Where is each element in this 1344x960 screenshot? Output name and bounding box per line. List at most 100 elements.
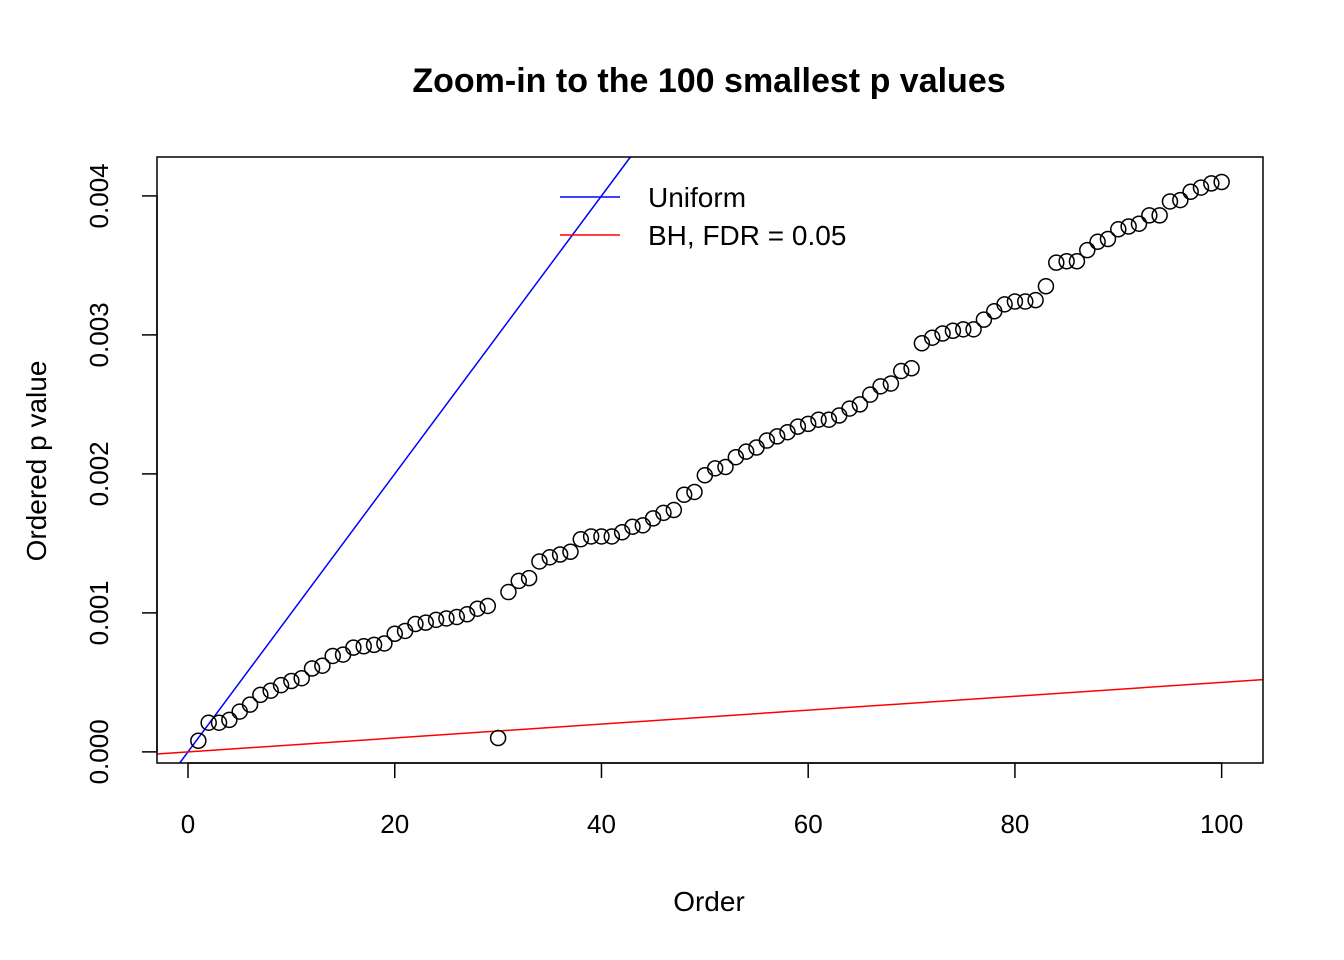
plot-lines	[156, 156, 1264, 764]
data-point	[737, 443, 755, 460]
x-tick-label: 40	[587, 809, 616, 839]
data-point	[469, 600, 486, 617]
data-point	[923, 329, 941, 346]
data-point	[996, 296, 1013, 313]
data-point	[458, 606, 476, 623]
data-point	[252, 686, 269, 704]
y-tick-label: 0.002	[84, 441, 114, 506]
legend: Uniform BH, FDR = 0.05	[560, 182, 846, 251]
data-point	[593, 528, 610, 545]
data-point	[541, 549, 559, 566]
data-point	[675, 486, 693, 503]
data-point	[872, 378, 889, 395]
data-point	[324, 647, 341, 665]
data-point	[1089, 233, 1106, 251]
line-bh-fdr-0-05	[156, 678, 1264, 755]
data-point	[520, 569, 538, 587]
data-point	[334, 646, 352, 663]
data-point	[510, 572, 528, 590]
data-point	[582, 528, 600, 545]
data-point	[562, 543, 579, 560]
data-point	[531, 553, 548, 570]
data-point	[975, 311, 993, 328]
x-tick-label: 100	[1200, 809, 1243, 839]
data-point	[603, 528, 621, 545]
data-point	[376, 635, 393, 652]
data-point	[365, 636, 383, 654]
data-point	[882, 375, 900, 392]
data-point	[1006, 293, 1024, 310]
data-point	[1017, 293, 1034, 310]
data-point	[986, 303, 1003, 320]
data-point	[551, 546, 569, 563]
data-point	[489, 729, 507, 747]
plot-points	[190, 173, 1230, 750]
data-point	[1110, 221, 1127, 238]
data-point	[303, 660, 321, 677]
data-point	[841, 400, 858, 417]
legend-label-bh: BH, FDR = 0.05	[648, 220, 846, 251]
x-tick-label: 0	[181, 809, 195, 839]
data-point	[272, 676, 290, 694]
data-point	[1099, 230, 1117, 248]
data-point	[913, 334, 931, 352]
data-point	[1151, 207, 1168, 224]
data-point	[396, 622, 414, 640]
data-point	[427, 611, 445, 629]
data-point	[1161, 193, 1179, 210]
data-point	[1120, 218, 1137, 235]
x-axis-label: Order	[673, 886, 745, 917]
data-point	[283, 672, 300, 690]
data-point	[892, 362, 910, 380]
data-point	[210, 714, 228, 731]
data-point	[1172, 191, 1189, 209]
data-point	[954, 321, 972, 338]
data-point	[861, 386, 879, 403]
data-point	[903, 360, 920, 377]
data-point	[613, 524, 631, 541]
data-point	[799, 415, 817, 433]
data-point	[944, 322, 962, 339]
data-point	[500, 583, 517, 601]
chart-title: Zoom-in to the 100 smallest p values	[412, 62, 1005, 100]
line-uniform	[179, 156, 632, 764]
data-point	[830, 407, 848, 424]
data-point	[779, 423, 796, 441]
data-point	[355, 637, 372, 655]
data-point	[1068, 252, 1086, 270]
data-point	[665, 501, 683, 519]
data-point	[1048, 254, 1065, 271]
data-point	[851, 396, 869, 413]
x-tick-label: 80	[1000, 809, 1029, 839]
data-point	[1203, 175, 1220, 192]
x-tick-label: 60	[794, 809, 823, 839]
data-point	[314, 657, 331, 674]
x-tick-label: 20	[380, 809, 409, 839]
data-point	[572, 530, 590, 548]
data-point	[768, 428, 786, 445]
data-point	[934, 325, 951, 342]
data-point	[1213, 173, 1230, 191]
data-point	[758, 432, 776, 449]
y-tick-label: 0.003	[84, 302, 114, 367]
data-point	[655, 504, 672, 522]
data-point	[1130, 215, 1148, 232]
data-point	[1141, 207, 1158, 224]
data-point	[1027, 291, 1044, 309]
legend-label-uniform: Uniform	[648, 182, 746, 213]
data-point	[241, 696, 259, 713]
data-point	[1037, 278, 1055, 295]
data-point	[686, 483, 703, 501]
y-axis: 0.000 0.001 0.002 0.003 0.004	[84, 163, 158, 784]
data-point	[262, 682, 279, 699]
y-tick-label: 0.001	[84, 580, 114, 645]
data-point	[386, 625, 403, 642]
data-point	[448, 608, 466, 626]
data-point	[644, 510, 662, 527]
y-tick-label: 0.000	[84, 719, 114, 784]
y-axis-label: Ordered p value	[21, 361, 52, 562]
data-point	[1182, 183, 1199, 200]
data-point	[1058, 252, 1075, 270]
data-point	[706, 460, 724, 477]
